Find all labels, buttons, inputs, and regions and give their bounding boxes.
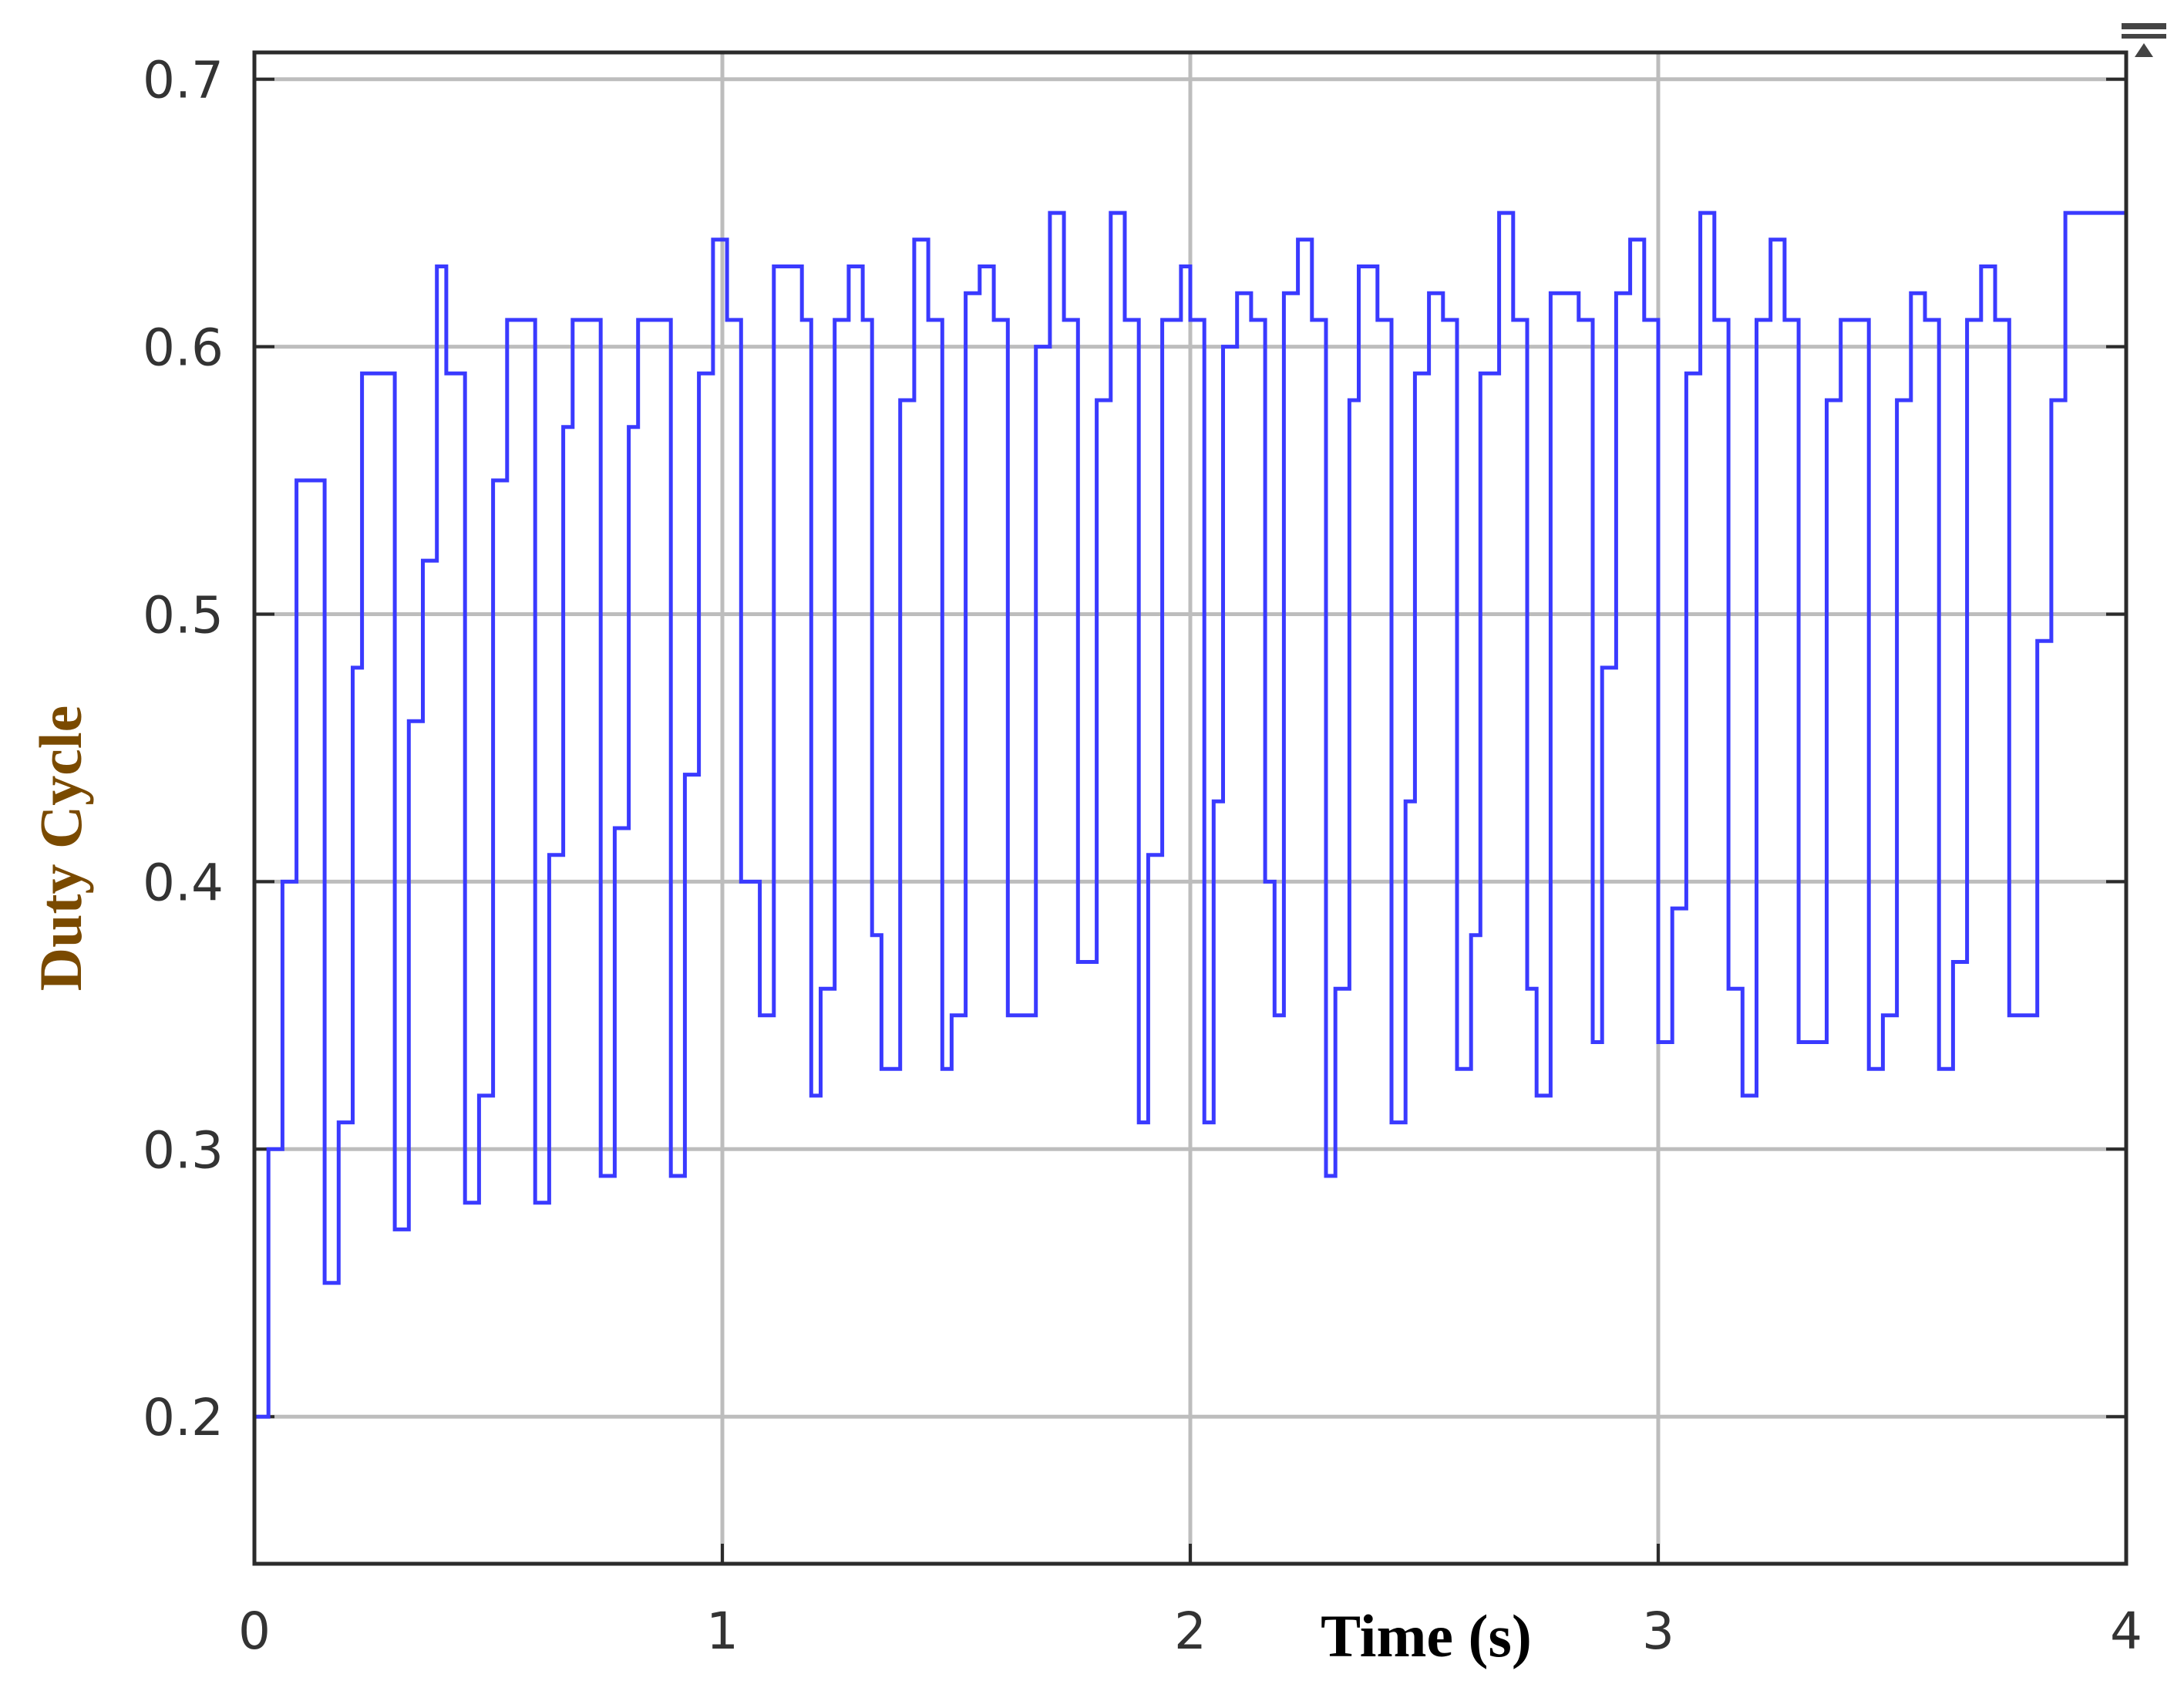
y-tick-label: 0.7 bbox=[143, 51, 224, 110]
y-tick-label: 0.3 bbox=[143, 1120, 224, 1180]
x-tick-label: 4 bbox=[2110, 1602, 2142, 1661]
y-tick-label: 0.6 bbox=[143, 318, 224, 378]
y-tick-label: 0.4 bbox=[143, 853, 224, 912]
pin-icon[interactable] bbox=[2122, 23, 2166, 57]
x-axis-title: Time (s) bbox=[1321, 1602, 1532, 1669]
x-tick-label: 2 bbox=[1174, 1602, 1206, 1661]
y-axis-title: Duty Cycle bbox=[27, 706, 94, 991]
series-layer bbox=[254, 211, 2126, 1419]
y-tick-label: 0.2 bbox=[143, 1388, 224, 1447]
y-tick-labels: 0.2 0.3 0.4 0.5 0.6 0.7 bbox=[143, 51, 224, 1448]
x-tick-label: 3 bbox=[1642, 1602, 1674, 1661]
x-tick-labels: 0 1 2 3 4 bbox=[238, 1602, 2142, 1661]
duty-cycle-step-line bbox=[254, 211, 2126, 1419]
y-tick-label: 0.5 bbox=[143, 585, 224, 645]
x-tick-label: 1 bbox=[706, 1602, 739, 1661]
plot-frame bbox=[252, 50, 2128, 1566]
x-tick-label: 0 bbox=[238, 1602, 271, 1661]
